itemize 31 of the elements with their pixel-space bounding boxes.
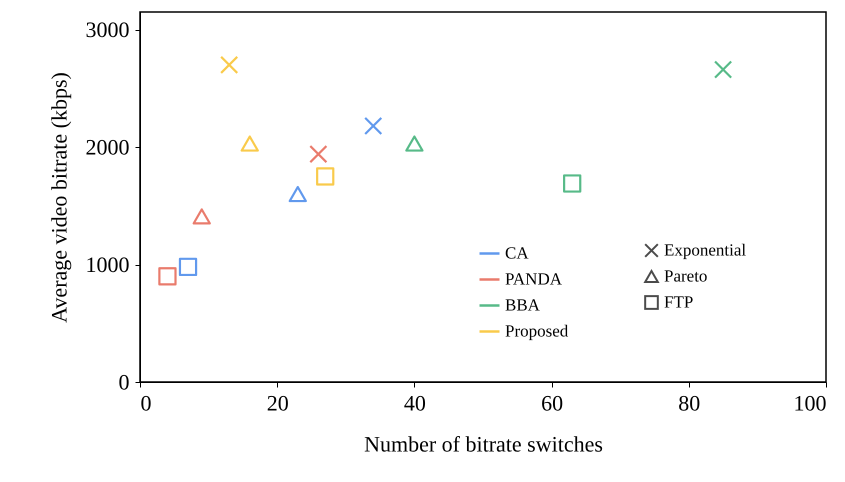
legend-label: Exponential <box>664 240 746 260</box>
point <box>178 258 198 276</box>
x-tick-label: 0 <box>140 390 152 416</box>
legend-label: FTP <box>664 292 694 312</box>
x-axis-title: Number of bitrate switches <box>364 432 603 456</box>
y-tick-label: 3000 <box>86 17 130 42</box>
point <box>288 186 307 202</box>
legend-label: BBA <box>505 296 541 314</box>
point <box>316 167 334 186</box>
point <box>240 135 259 152</box>
point <box>364 116 382 136</box>
y-tick-label: 1000 <box>86 252 130 278</box>
y-tick-label: 2000 <box>86 134 130 160</box>
point <box>563 174 582 193</box>
legend-label: Proposed <box>505 322 569 340</box>
point <box>714 60 732 79</box>
point <box>405 135 424 152</box>
x-tick-label: 60 <box>541 390 564 416</box>
y-axis-title: Average video bitrate (kbps) <box>46 72 72 323</box>
point <box>192 208 211 224</box>
x-tick-label: 80 <box>678 390 700 416</box>
point <box>158 267 177 286</box>
x-tick-label: 20 <box>266 390 289 416</box>
point <box>309 144 328 164</box>
legend-label: CA <box>505 244 530 262</box>
x-tick-label: 100 <box>794 390 826 416</box>
x-tick-label: 40 <box>404 390 426 416</box>
y-tick-label: 0 <box>118 370 130 394</box>
legend-label: Pareto <box>664 266 708 286</box>
point <box>220 56 238 74</box>
legend-label: PANDA <box>505 270 563 288</box>
